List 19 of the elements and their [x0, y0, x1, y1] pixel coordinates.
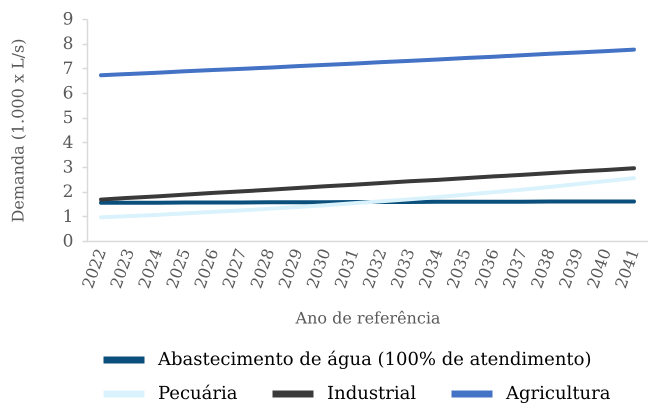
y-tick-label: 1 — [62, 206, 74, 227]
legend-label: Abastecimento de água (100% de atendimento) — [157, 349, 592, 370]
y-tick-label: 6 — [62, 84, 74, 104]
y-tick-label: 5 — [62, 108, 74, 128]
y-tick-label: 0 — [62, 232, 74, 252]
y-tick-label: 7 — [62, 58, 74, 79]
line-series — [99, 176, 636, 220]
y-tick-label: 8 — [62, 34, 74, 54]
y-tick-label: 2 — [62, 182, 74, 202]
y-axis-title: Demanda (1.000 x L/s) — [8, 38, 28, 222]
x-axis-title: Ano de referência — [294, 308, 441, 328]
y-tick-label: 4 — [62, 132, 74, 153]
legend-label: Pecuária — [158, 383, 238, 403]
legend-label: Industrial — [327, 383, 416, 403]
line-series — [99, 166, 636, 202]
legend-label: Agricultura — [505, 383, 611, 403]
y-tick-label: 9 — [62, 10, 74, 30]
y-tick-label: 3 — [62, 158, 74, 178]
line-series — [99, 48, 636, 78]
